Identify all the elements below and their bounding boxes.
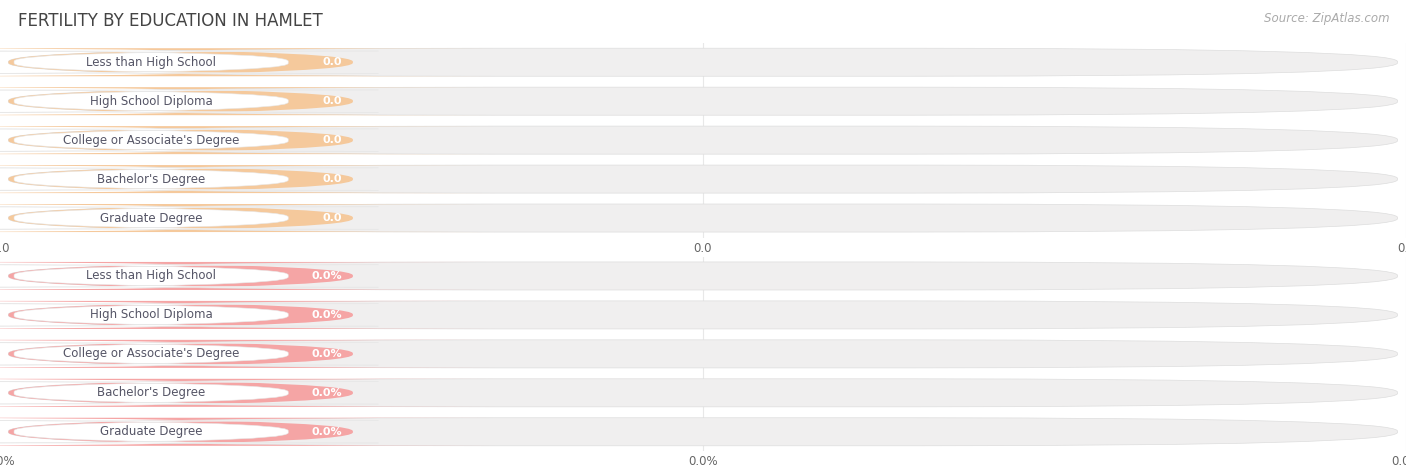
FancyBboxPatch shape [0, 90, 378, 113]
FancyBboxPatch shape [0, 340, 495, 368]
Text: 0.0: 0.0 [322, 57, 342, 67]
FancyBboxPatch shape [0, 165, 495, 193]
Text: College or Associate's Degree: College or Associate's Degree [63, 347, 239, 361]
FancyBboxPatch shape [0, 262, 495, 290]
FancyBboxPatch shape [0, 265, 378, 287]
Text: High School Diploma: High School Diploma [90, 95, 212, 108]
FancyBboxPatch shape [0, 129, 378, 152]
FancyBboxPatch shape [0, 304, 378, 326]
Text: 0.0: 0.0 [322, 174, 342, 184]
FancyBboxPatch shape [8, 418, 1398, 446]
Text: Graduate Degree: Graduate Degree [100, 211, 202, 225]
FancyBboxPatch shape [0, 418, 495, 446]
FancyBboxPatch shape [0, 168, 378, 190]
FancyBboxPatch shape [0, 204, 495, 232]
Text: 0.0%: 0.0% [311, 427, 342, 437]
FancyBboxPatch shape [8, 48, 1398, 76]
Text: 0.0: 0.0 [322, 135, 342, 145]
Text: Less than High School: Less than High School [86, 56, 217, 69]
FancyBboxPatch shape [8, 204, 1398, 232]
FancyBboxPatch shape [0, 51, 378, 74]
Text: FERTILITY BY EDUCATION IN HAMLET: FERTILITY BY EDUCATION IN HAMLET [18, 12, 323, 30]
FancyBboxPatch shape [8, 379, 1398, 407]
FancyBboxPatch shape [0, 48, 495, 76]
Text: 0.0: 0.0 [322, 213, 342, 223]
FancyBboxPatch shape [0, 342, 378, 365]
Text: 0.0%: 0.0% [311, 310, 342, 320]
Text: Less than High School: Less than High School [86, 269, 217, 283]
FancyBboxPatch shape [0, 379, 495, 407]
FancyBboxPatch shape [0, 87, 495, 115]
FancyBboxPatch shape [8, 301, 1398, 329]
FancyBboxPatch shape [8, 262, 1398, 290]
FancyBboxPatch shape [0, 207, 378, 229]
Text: 0.0: 0.0 [322, 96, 342, 106]
FancyBboxPatch shape [0, 420, 378, 443]
Text: 0.0%: 0.0% [311, 388, 342, 398]
FancyBboxPatch shape [0, 301, 495, 329]
Text: Bachelor's Degree: Bachelor's Degree [97, 172, 205, 186]
FancyBboxPatch shape [8, 126, 1398, 154]
FancyBboxPatch shape [8, 165, 1398, 193]
FancyBboxPatch shape [8, 340, 1398, 368]
FancyBboxPatch shape [0, 126, 495, 154]
Text: 0.0%: 0.0% [311, 349, 342, 359]
FancyBboxPatch shape [0, 381, 378, 404]
FancyBboxPatch shape [8, 87, 1398, 115]
Text: College or Associate's Degree: College or Associate's Degree [63, 133, 239, 147]
Text: High School Diploma: High School Diploma [90, 308, 212, 322]
Text: Source: ZipAtlas.com: Source: ZipAtlas.com [1264, 12, 1389, 25]
Text: 0.0%: 0.0% [311, 271, 342, 281]
Text: Bachelor's Degree: Bachelor's Degree [97, 386, 205, 399]
Text: Graduate Degree: Graduate Degree [100, 425, 202, 438]
